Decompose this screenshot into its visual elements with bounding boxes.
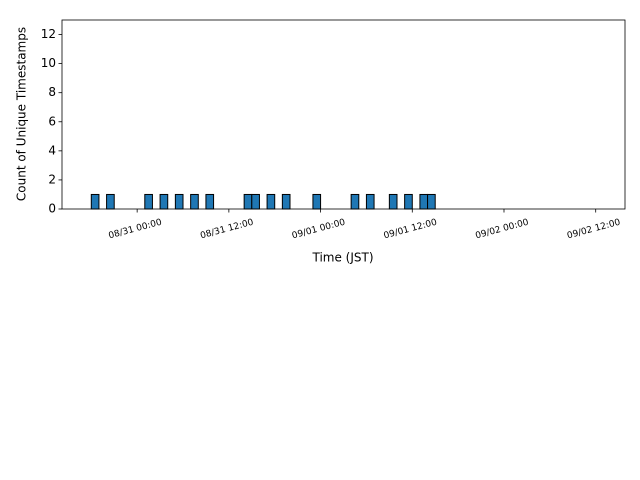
bar xyxy=(144,193,153,210)
y-tick-label: 8 xyxy=(48,85,56,99)
y-tick-label: 10 xyxy=(41,56,56,70)
bar xyxy=(404,193,413,210)
bar xyxy=(419,193,429,210)
bar xyxy=(281,193,291,210)
y-axis-label: Count of Unique Timestamps xyxy=(15,27,29,201)
y-tick-label: 2 xyxy=(48,172,56,186)
x-tick-label: 08/31 00:00 xyxy=(108,217,164,241)
bar xyxy=(350,193,360,210)
y-tick-label: 6 xyxy=(48,114,56,128)
bar xyxy=(312,193,322,210)
bar xyxy=(251,193,260,210)
y-tick-label: 4 xyxy=(48,143,56,157)
bar xyxy=(243,193,253,210)
bar xyxy=(205,193,215,210)
bar xyxy=(106,193,115,210)
bar xyxy=(388,193,398,210)
bar xyxy=(365,193,375,210)
x-tick-label: 09/02 00:00 xyxy=(474,217,530,241)
bar xyxy=(174,193,184,210)
bar xyxy=(427,193,436,210)
bar xyxy=(266,193,276,210)
plot-frame xyxy=(61,19,626,210)
bar xyxy=(190,193,199,210)
x-tick-label: 09/01 12:00 xyxy=(383,217,439,241)
x-tick-label: 09/02 12:00 xyxy=(566,217,622,241)
y-tick-label: 0 xyxy=(48,202,56,216)
bar xyxy=(159,193,169,210)
bar xyxy=(90,193,100,210)
x-tick-label: 08/31 12:00 xyxy=(199,217,255,241)
y-tick-label: 12 xyxy=(41,27,56,41)
x-axis-label: Time (JST) xyxy=(311,251,373,265)
x-tick-label: 09/01 00:00 xyxy=(291,217,347,241)
